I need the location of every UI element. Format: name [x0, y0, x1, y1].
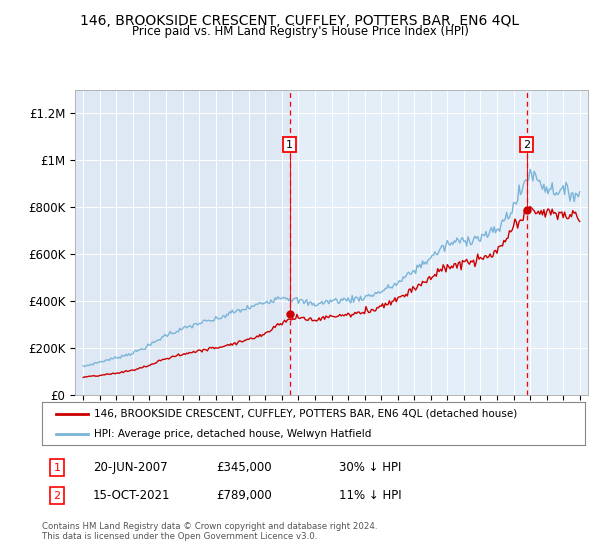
- Text: 30% ↓ HPI: 30% ↓ HPI: [339, 461, 401, 474]
- Text: 1: 1: [53, 463, 61, 473]
- Text: Contains HM Land Registry data © Crown copyright and database right 2024.
This d: Contains HM Land Registry data © Crown c…: [42, 522, 377, 542]
- Text: HPI: Average price, detached house, Welwyn Hatfield: HPI: Average price, detached house, Welw…: [94, 430, 371, 439]
- Text: 11% ↓ HPI: 11% ↓ HPI: [339, 489, 401, 502]
- Text: 1: 1: [286, 139, 293, 150]
- Text: 2: 2: [53, 491, 61, 501]
- Text: 15-OCT-2021: 15-OCT-2021: [93, 489, 170, 502]
- Bar: [290, 90, 600, 395]
- Text: £789,000: £789,000: [216, 489, 272, 502]
- Text: 146, BROOKSIDE CRESCENT, CUFFLEY, POTTERS BAR, EN6 4QL: 146, BROOKSIDE CRESCENT, CUFFLEY, POTTER…: [80, 14, 520, 28]
- Text: Price paid vs. HM Land Registry's House Price Index (HPI): Price paid vs. HM Land Registry's House …: [131, 25, 469, 38]
- Text: 20-JUN-2007: 20-JUN-2007: [93, 461, 167, 474]
- Text: £345,000: £345,000: [216, 461, 272, 474]
- Text: 146, BROOKSIDE CRESCENT, CUFFLEY, POTTERS BAR, EN6 4QL (detached house): 146, BROOKSIDE CRESCENT, CUFFLEY, POTTER…: [94, 409, 517, 419]
- Text: 2: 2: [523, 139, 530, 150]
